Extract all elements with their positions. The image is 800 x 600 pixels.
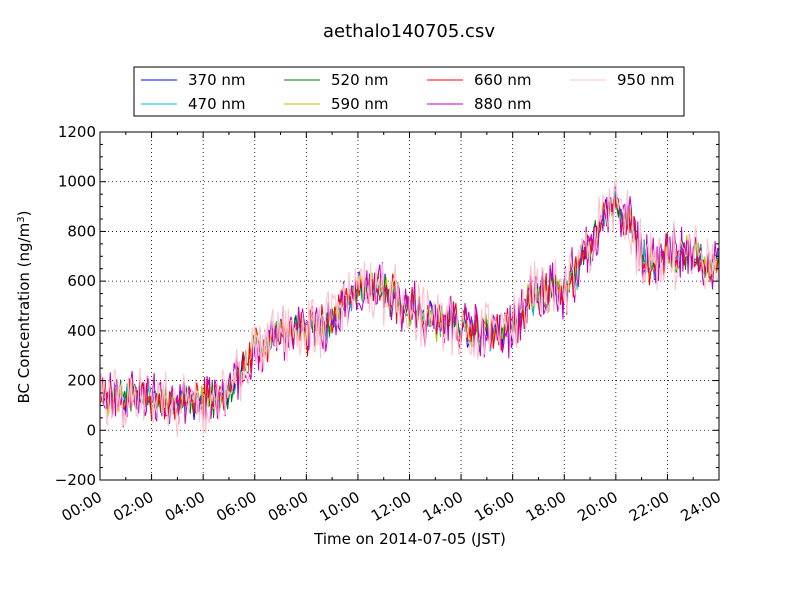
y-tick-label: 0 [86,421,96,439]
x-tick-label: 00:00 [59,488,105,525]
legend: 370 nm 470 nm 520 nm 590 nm 660 nm 880 nm 950 … [133,66,685,117]
y-tick-label: 800 [67,222,96,240]
x-tick-label: 08:00 [265,488,311,525]
y-axis-label: BC Concentration (ng/m3) [15,211,33,404]
legend-box [133,66,685,117]
x-tick-label: 04:00 [162,488,208,525]
legend-label: 660 nm [474,71,532,89]
legend-label: 470 nm [188,95,246,113]
x-tick-label: 18:00 [523,488,569,525]
y-tick-label: 200 [67,372,96,390]
legend-label: 520 nm [331,71,389,89]
x-tick-label: 12:00 [368,488,414,525]
x-tick-label: 02:00 [110,488,156,525]
y-tick-labels: −200 0 200 400 600 800 1000 1200 [55,123,96,489]
y-tick-label: 1200 [58,123,96,141]
x-tick-label: 24:00 [678,488,724,525]
y-tick-label: 600 [67,272,96,290]
y-tick-label: 400 [67,322,96,340]
series-line [100,177,719,437]
legend-label: 590 nm [331,95,389,113]
y-tick-label: 1000 [58,173,96,191]
x-tick-label: 16:00 [471,488,517,525]
x-tick-label: 14:00 [420,488,466,525]
x-axis-label: Time on 2014-07-05 (JST) [313,530,506,548]
y-tick-label: −200 [55,471,96,489]
series-lines [100,177,719,437]
x-tick-label: 10:00 [316,488,362,525]
chart-title: aethalo140705.csv [323,21,495,42]
x-tick-label: 22:00 [626,488,672,525]
legend-label: 370 nm [188,71,246,89]
legend-label: 880 nm [474,95,532,113]
x-tick-label: 20:00 [574,488,620,525]
series-line [100,185,719,428]
legend-label: 950 nm [617,71,675,89]
x-tick-labels: 00:00 02:00 04:00 06:00 08:00 10:00 12:00 14:00… [59,488,724,525]
x-tick-label: 06:00 [213,488,259,525]
ticks [99,131,720,481]
